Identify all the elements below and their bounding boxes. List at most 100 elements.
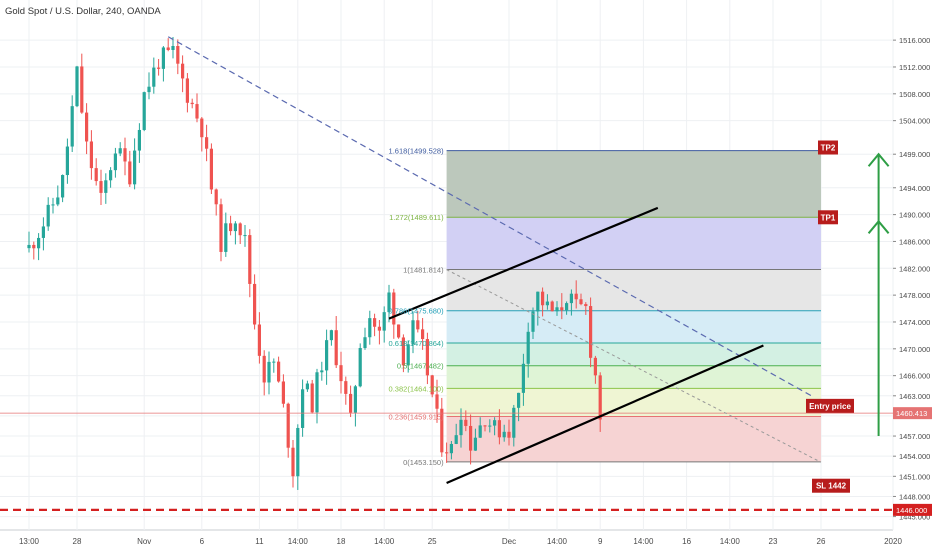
candle-body [61,175,65,198]
candle-body [37,237,41,249]
target-arrow-head [867,152,890,167]
candle-body [555,307,559,312]
candle-body [185,78,189,103]
candle-body [344,381,348,394]
candle-body [382,312,386,331]
candle-body [584,304,588,307]
x-tick-label: 14:00 [288,537,309,546]
x-tick-label: Nov [137,537,151,546]
trend-line-channel-upper [388,206,659,320]
fib-zone [446,217,821,270]
y-tick-label: 1474.000 [899,318,930,327]
x-tick-label: 28 [73,537,82,546]
last-price-badge [893,407,932,420]
candle-body [392,292,396,325]
candle-body [152,67,156,87]
x-tick-label: 14:00 [374,537,395,546]
y-tick-label: 1478.000 [899,291,930,300]
y-tick-label: 1516.000 [899,36,930,45]
candle-body [483,425,487,427]
candle-body [574,293,578,300]
candle-body [421,329,425,340]
candle-body [497,420,501,438]
x-tick-label: 2020 [884,537,902,546]
candle-body [171,46,175,50]
candles [27,36,602,490]
candle-body [248,235,252,284]
candle-body [195,104,199,119]
x-tick-label: 14:00 [720,537,741,546]
candle-body [305,383,309,390]
y-tick-label: 1490.000 [899,211,930,220]
annotation-box [818,210,838,225]
candle-body [137,129,141,151]
candle-body [565,303,569,311]
y-tick-label: 1512.000 [899,63,930,72]
candle-body [339,365,343,382]
candle-body [277,361,281,382]
fib-zone [446,310,821,344]
candle-body [310,383,314,413]
candle-body [598,375,602,420]
candle-body [589,306,593,358]
candle-body [531,311,535,332]
candle-body [473,437,477,451]
y-tick-label: 1466.000 [899,372,930,381]
fib-level-label: 0.382(1464.100) [389,384,445,393]
candle-body [291,447,295,477]
candle-body [272,361,276,363]
fib-level-label: 1(1481.814) [403,266,444,275]
candle-body [493,420,497,426]
time-axis[interactable]: 13:00 28 Nov 6 11 14:00 18 14:00 25 Dec 14:00 9 14:0… [19,537,902,546]
x-tick-label: 14:00 [633,537,654,546]
y-tick-label: 1457.000 [899,432,930,441]
candle-body [387,292,391,313]
candle-body [329,330,333,341]
trend-line-midline [446,269,822,463]
candle-body [181,63,185,79]
candle-body [521,363,525,393]
candle-body [579,299,583,305]
x-tick-label: 23 [769,537,778,546]
candle-body [267,361,271,383]
candle-body [315,372,319,413]
candle-body [459,419,463,436]
price-axis[interactable]: 1445.000 1448.000 1451.000 1454.000 1457.000… [893,36,932,522]
stop-loss-price-label: 1446.000 [896,506,927,515]
candle-body [507,431,511,438]
trend-line-downtrend [167,36,812,397]
candle-body [205,137,209,149]
candle-body [349,393,353,413]
candle-body [425,339,429,376]
x-tick-label: 11 [255,537,264,546]
y-tick-label: 1463.000 [899,392,930,401]
fib-zone [446,365,821,389]
fib-level-label: 1.272(1489.611) [389,213,444,222]
candle-body [286,403,290,448]
annotation-label: TP2 [821,144,836,153]
candle-body [161,47,165,69]
candle-body [233,223,237,232]
candle-body [243,235,247,237]
candle-body [320,370,324,373]
x-tick-label: 26 [817,537,826,546]
annotation-box [818,140,838,155]
candle-body [334,330,338,366]
candle-body [440,408,444,453]
candle-body [257,324,261,356]
fib-zone [446,150,821,218]
candle-body [377,326,381,331]
candle-body [109,170,113,181]
candle-body [301,389,305,428]
annotation-box [812,478,850,493]
fib-zones [446,150,821,462]
candle-body [401,337,405,366]
candle-body [104,180,108,193]
candle-body [512,407,516,438]
fib-level-label: 0.786(1475.680) [389,307,445,316]
candle-body [75,66,79,107]
candle-body [541,291,545,306]
candle-body [593,357,597,376]
candle-body [545,301,549,306]
